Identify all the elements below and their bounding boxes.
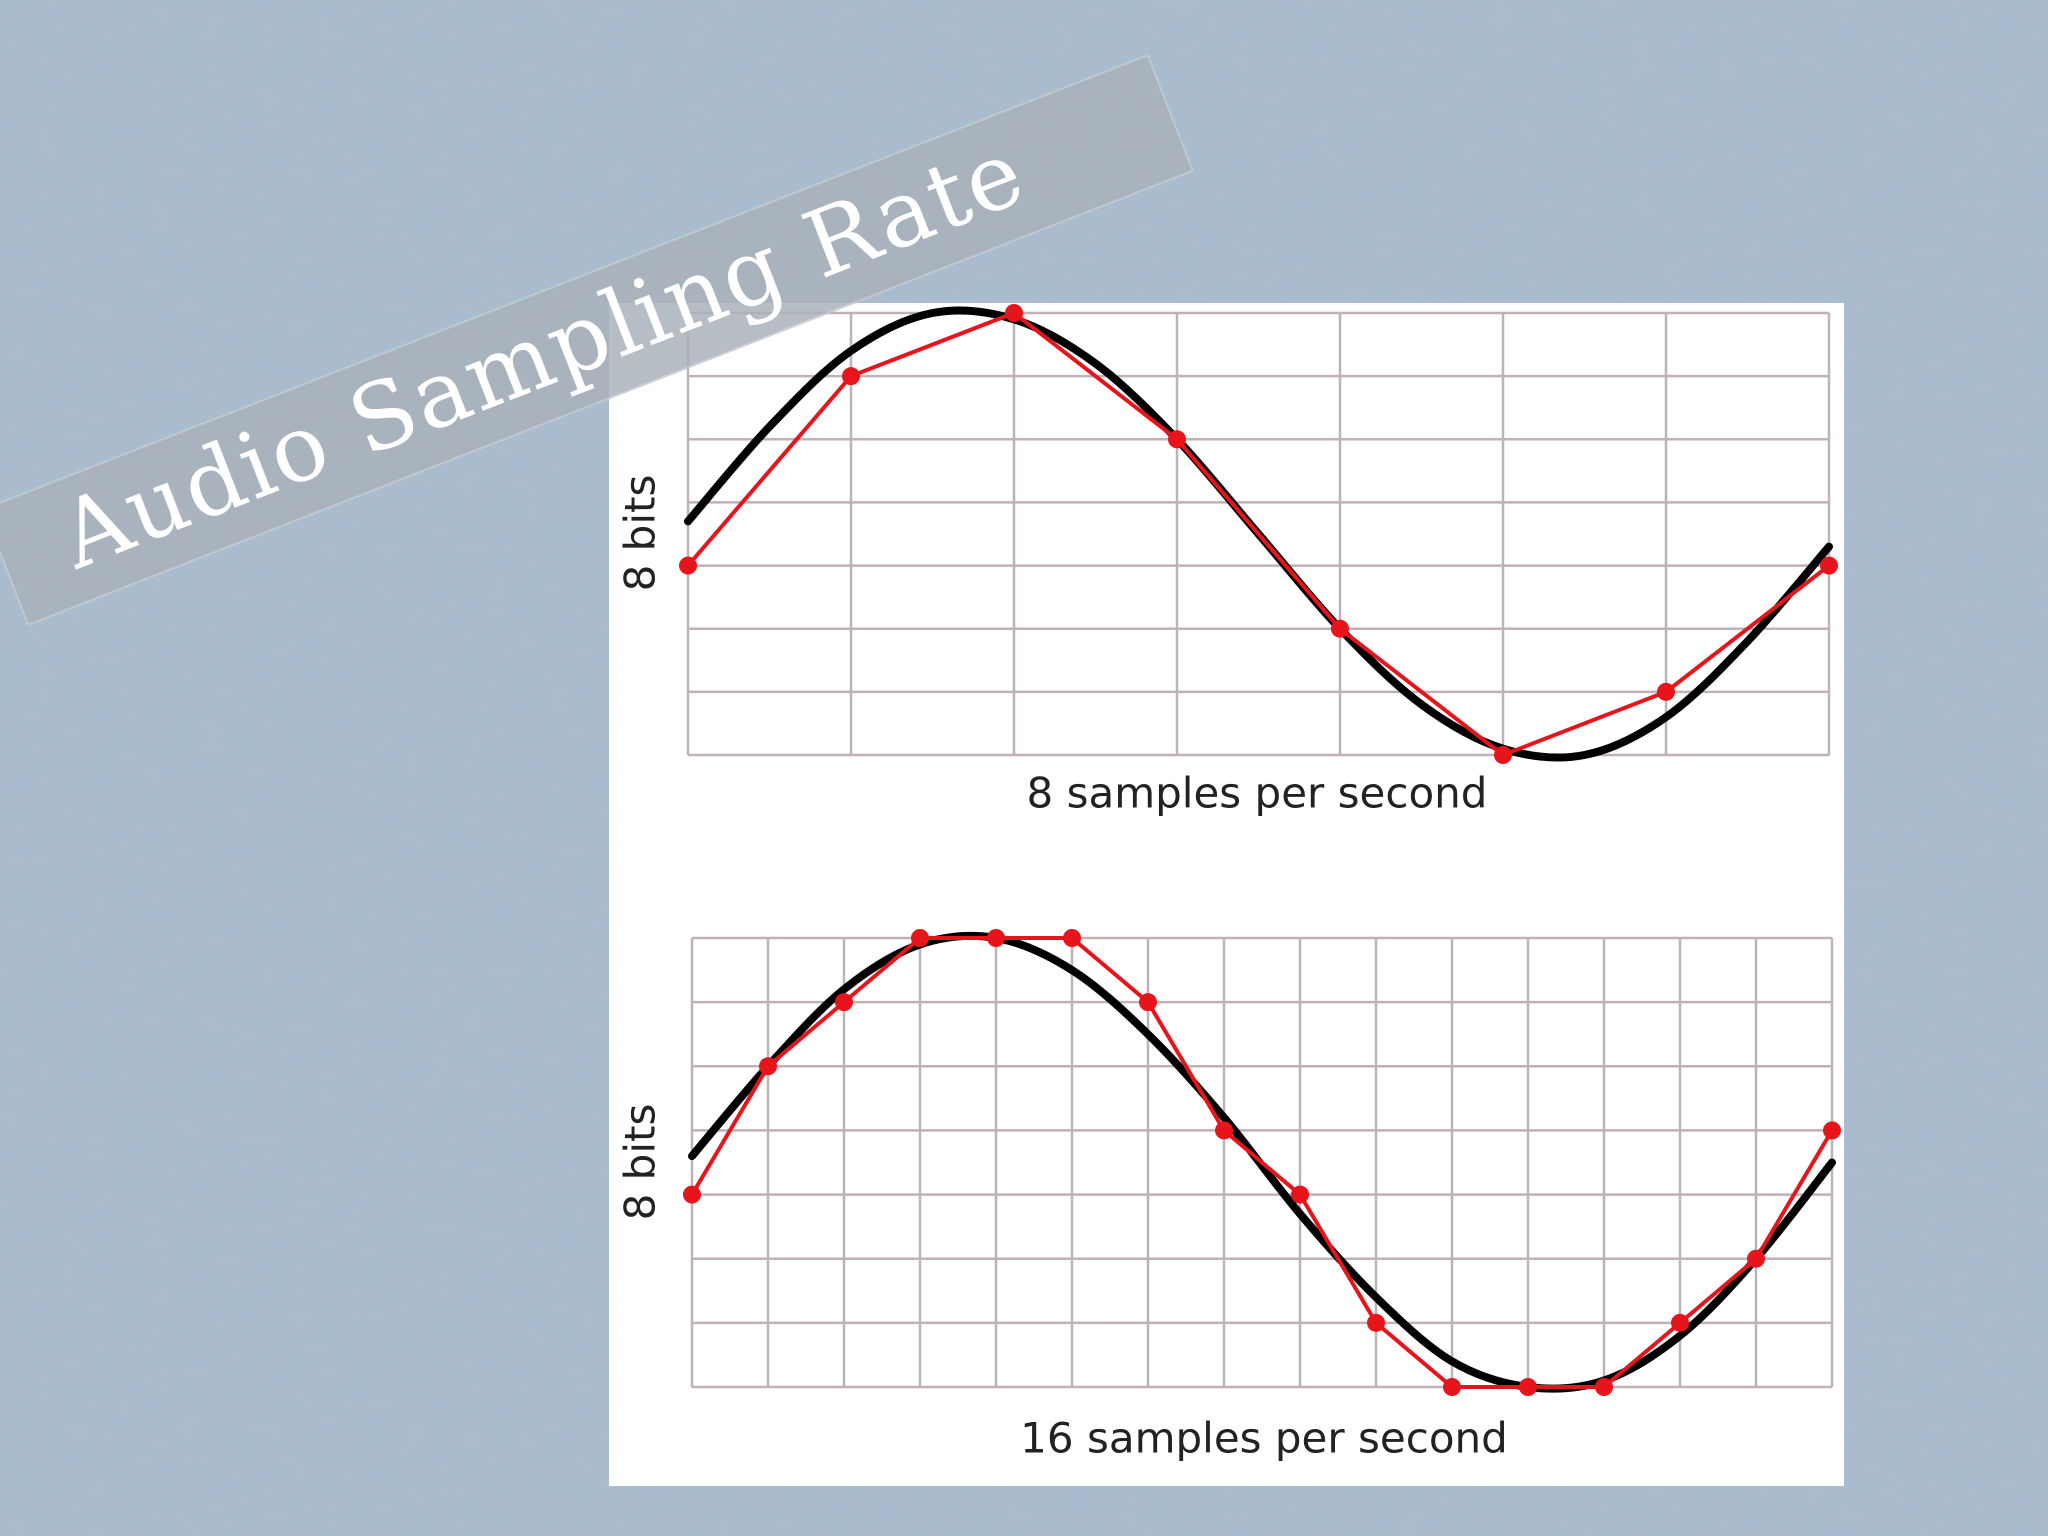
x-axis-label: 16 samples per second xyxy=(1020,1414,1508,1463)
sample-point xyxy=(1005,304,1023,322)
y-axis-label: 8 bits xyxy=(616,475,665,592)
sample-point xyxy=(759,1057,777,1076)
sample-point xyxy=(1291,1185,1309,1204)
sample-point xyxy=(1519,1378,1537,1396)
sample-point xyxy=(1595,1378,1613,1396)
sample-line xyxy=(690,936,1834,1389)
sample-point xyxy=(911,929,929,947)
sample-line xyxy=(686,311,1831,757)
sample-point xyxy=(1331,619,1349,638)
sample-point xyxy=(1820,556,1838,575)
sample-point xyxy=(835,993,853,1012)
sample-point xyxy=(1215,1121,1233,1140)
sample-point xyxy=(1063,929,1081,947)
sample-point xyxy=(1494,746,1512,764)
sample-point xyxy=(987,929,1005,947)
sample-point xyxy=(1657,682,1675,701)
y-axis-label: 8 bits xyxy=(616,1104,665,1221)
chart: 16 samples per second 8 bits xyxy=(616,929,1841,1463)
banner xyxy=(0,53,1195,627)
sample-point xyxy=(842,367,860,386)
sample-point xyxy=(1139,993,1157,1012)
signal-curve xyxy=(688,931,1836,1393)
x-axis-label: 8 samples per second xyxy=(1027,769,1488,818)
sample-point xyxy=(1367,1313,1385,1332)
sample-point xyxy=(1443,1378,1461,1396)
sample-point xyxy=(1747,1249,1765,1268)
sample-point xyxy=(1168,430,1186,449)
sample-point xyxy=(683,1185,701,1204)
sample-point xyxy=(1671,1313,1689,1332)
sample-point xyxy=(1823,1121,1841,1140)
sample-point xyxy=(679,556,697,575)
figure-panel xyxy=(609,303,1844,1486)
chart: 8 samples per second 8 bits xyxy=(616,304,1838,818)
